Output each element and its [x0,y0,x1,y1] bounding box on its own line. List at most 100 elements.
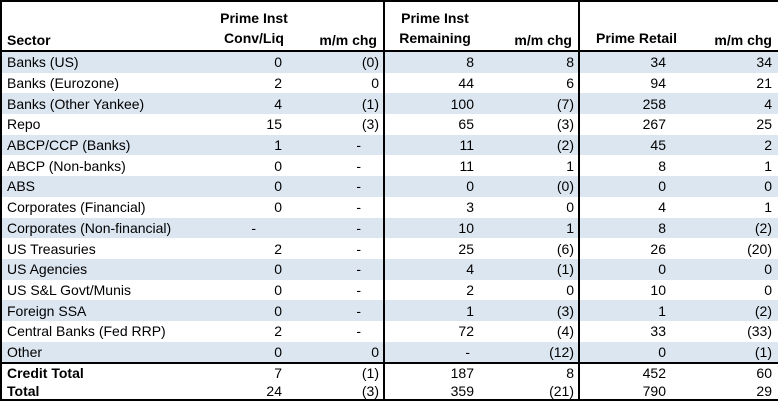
value-cell: 45 [579,134,694,156]
value-cell: 0 [484,279,580,301]
value-cell: (20) [747,240,772,257]
table-row: Banks (US) 0 (0) 8 8 34 34 [1,51,778,73]
table-row: Corporates (Financial) 0-3 0 4 1 [1,196,778,218]
value-cell: 15 [266,116,282,133]
value-cell: 10 [650,281,666,298]
sector-cell: US Agencies [1,258,211,280]
sector-cell: Foreign SSA [1,300,211,321]
table-row: Corporates (Non-financial) - -10 1 8 (2) [1,217,778,239]
value-cell: (3) [484,300,580,321]
value-cell: (3) [296,114,385,135]
value-cell: 0 [579,341,694,364]
table-row: Banks (Eurozone) 2 0 44 6 94 21 [1,72,778,94]
table-row: ABS 0-0 (0) 0 0 [1,176,778,197]
total-row: Total 24 (3) 359 (21) 790 29 [1,381,778,401]
value-cell: 2 [694,134,778,156]
sector-cell: ABCP (Non-banks) [7,157,126,174]
value-cell: 8 [658,157,666,174]
value-cell: 8 [484,362,580,382]
value-cell: 65 [458,116,474,133]
value-cell: 0 [211,341,296,364]
value-cell: 0 [274,199,282,216]
value-cell: 6 [484,72,580,94]
value-cell: 187 [384,362,484,382]
value-cell: (3) [484,114,580,135]
table-row: Other 0 0- (12) 0 (1) [1,341,778,364]
col-header-prime-inst-conv-liq: Prime Inst Conv/Liq [211,1,296,52]
sector-cell: Central Banks (Fed RRP) [7,323,166,340]
value-cell: - [296,279,385,301]
value-cell: (2) [694,217,778,239]
header-row: Sector Prime Inst Conv/Liq m/m chg Prime… [1,1,778,52]
value-cell: (1) [296,362,385,382]
value-cell: 29 [694,381,778,401]
sector-cell: Other [1,341,211,364]
value-cell: 1 [484,155,580,177]
value-cell: 2 [274,240,282,257]
value-cell: 1 [764,199,772,216]
value-cell: (2) [694,300,778,321]
sector-cell: US S&L Govt/Munis [7,281,131,298]
value-cell: 359 [384,381,484,401]
header-line-2: Remaining [399,30,471,46]
value-cell: (1) [694,341,778,364]
value-cell: 0 [694,258,778,280]
value-cell: (1) [484,258,580,280]
value-cell: 1 [579,300,694,321]
table-row: Banks (Other Yankee) 4 (1) 100 (7) 258 4 [1,93,778,115]
value-cell: 0 [211,176,296,197]
table-row: Central Banks (Fed RRP) 2- 72 (4) 33 (33) [1,320,778,342]
col-header-prime-inst-remaining: Prime Inst Remaining [384,1,484,52]
value-cell: 2 [466,281,474,298]
value-cell: 0 [579,258,694,280]
value-cell: 0 [296,341,385,364]
value-cell: 0 [274,157,282,174]
sector-cell: Banks (Other Yankee) [1,93,211,115]
col-header-mm-chg-1: m/m chg [296,1,385,52]
value-cell: 2 [274,75,282,92]
value-cell: 25 [756,116,772,133]
sector-cell: Banks (Eurozone) [7,75,120,92]
value-cell: 0 [384,176,484,197]
value-cell: 267 [642,116,666,133]
table-row: US S&L Govt/Munis 0-2 0 10 0 [1,279,778,301]
table-body: Banks (US) 0 (0) 8 8 34 34 Banks (Eurozone) 2 0 44… [1,51,778,364]
sector-cell: Banks (US) [1,51,211,73]
value-cell: (6) [484,238,580,259]
col-header-sector: Sector [1,1,211,52]
value-cell: - [296,258,385,280]
sector-cell: US Treasuries [7,240,96,257]
value-cell: 1 [484,217,580,239]
value-cell: 452 [579,362,694,382]
value-cell: 34 [694,51,778,73]
value-cell: 0 [211,51,296,73]
sector-cell: Corporates (Financial) [7,199,146,216]
value-cell: 8 [579,217,694,239]
value-cell: 8 [384,51,484,73]
value-cell: 34 [579,51,694,73]
value-cell: - [296,196,385,218]
value-cell: 11 [384,134,484,156]
value-cell: (0) [484,176,580,197]
value-cell: 0 [484,196,580,218]
value-cell: (7) [484,93,580,115]
total-row: Credit Total 7 (1) 187 8 452 60 [1,362,778,382]
value-cell: (21) [484,381,580,401]
value-cell: - [296,238,385,259]
header-line-1: Prime Inst [401,10,469,26]
sector-cell: ABCP/CCP (Banks) [1,134,211,156]
value-cell: 3 [466,199,474,216]
sector-cell: Repo [7,116,41,133]
value-cell: 8 [484,51,580,73]
col-header-mm-chg-2: m/m chg [484,1,580,52]
value-cell: 0 [274,281,282,298]
value-cell: (4) [484,320,580,342]
table-row: Foreign SSA 0-1 (3) 1 (2) [1,300,778,321]
value-cell: (33) [747,323,772,340]
sector-cell: ABS [1,176,211,197]
sector-cell: Total [1,381,211,401]
header-line-1: Prime Inst [220,10,288,26]
table-row: ABCP/CCP (Banks) 1-11 (2) 45 2 [1,134,778,156]
value-cell: 1 [764,157,772,174]
